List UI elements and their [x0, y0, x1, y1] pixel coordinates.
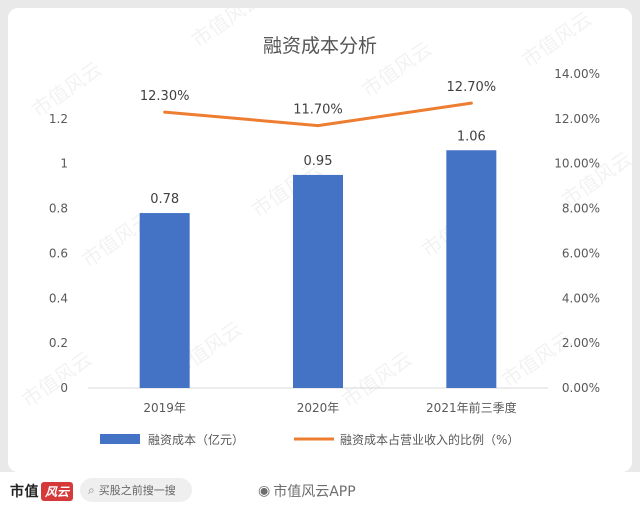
chart-title: 融资成本分析 — [263, 35, 377, 57]
chart-card: 市值风云 市值风云 市值风云 市值风云 市值风云 市值风云 市值风云 市值风云 市值风云 市值风云… — [8, 8, 632, 472]
left-tick-label: 0.6 — [49, 246, 68, 260]
watermark-text: 市值风云 — [187, 8, 266, 52]
right-tick-label: 10.00% — [554, 157, 600, 171]
bar-series: 0.78 0.95 1.06 — [139, 129, 497, 388]
x-tick-label: 2021年前三季度 — [426, 400, 517, 415]
bar-data-label: 0.78 — [150, 192, 179, 207]
weibo-text: 市值风云APP — [273, 484, 356, 500]
left-tick-label: 1 — [60, 157, 68, 171]
right-tick-label: 0.00% — [562, 381, 600, 395]
right-tick-label: 6.00% — [562, 246, 600, 260]
line-data-label: 12.30% — [140, 89, 190, 104]
x-axis-labels: 2019年 2020年 2021年前三季度 — [143, 400, 516, 415]
line-point — [163, 110, 167, 114]
right-tick-label: 4.00% — [562, 291, 600, 305]
watermark-text: 市值风云 — [517, 8, 596, 72]
magnifier-icon: ⌕ — [88, 482, 95, 497]
bar — [446, 150, 497, 388]
line-point — [316, 124, 320, 128]
legend-line-label: 融资成本占营业收入的比例（%） — [340, 432, 519, 447]
watermark-text: 市值风云 — [17, 347, 96, 413]
bar — [293, 174, 343, 388]
x-tick-label: 2020年 — [297, 401, 340, 415]
right-axis: 0.00% 2.00% 4.00% 6.00% 8.00% 10.00% 12.00% 14.… — [554, 67, 600, 395]
search-pill[interactable]: ⌕ 买股之前搜一搜 — [80, 478, 192, 502]
left-tick-label: 0 — [60, 381, 68, 395]
right-tick-label: 8.00% — [562, 202, 600, 216]
weibo-handle: ◉ 市值风云APP — [258, 480, 356, 502]
legend-bar-swatch — [100, 434, 140, 444]
left-axis: 0 0.2 0.4 0.6 0.8 1 1.2 — [49, 112, 68, 395]
legend-bar-label: 融资成本（亿元） — [148, 432, 244, 447]
bar-data-label: 1.06 — [457, 129, 486, 144]
left-tick-label: 0.4 — [49, 291, 68, 305]
right-tick-label: 2.00% — [562, 336, 600, 350]
line-point — [469, 101, 473, 105]
right-tick-label: 12.00% — [554, 112, 600, 126]
brand-logo: 市值 风云 — [10, 480, 74, 502]
weibo-icon: ◉ — [258, 483, 271, 499]
bar — [139, 213, 190, 388]
legend: 融资成本（亿元） 融资成本占营业收入的比例（%） — [100, 432, 519, 447]
footer-bar: 市值 风云 ⌕ 买股之前搜一搜 ◉ 市值风云APP — [0, 472, 640, 508]
line-data-label: 11.70% — [293, 103, 343, 118]
search-placeholder: 买股之前搜一搜 — [98, 484, 176, 497]
watermark-text: 市值风云 — [337, 347, 416, 413]
left-tick-label: 0.2 — [49, 336, 68, 350]
line-data-label: 12.70% — [447, 80, 497, 95]
brand-text: 市值 — [10, 484, 39, 500]
brand-mark: 风云 — [41, 481, 74, 501]
x-tick-label: 2019年 — [143, 401, 186, 415]
left-tick-label: 1.2 — [49, 112, 68, 126]
bar-data-label: 0.95 — [304, 154, 333, 169]
line-series: 12.30% 11.70% 12.70% — [140, 80, 497, 128]
left-tick-label: 0.8 — [49, 202, 68, 216]
right-tick-label: 14.00% — [554, 67, 600, 81]
